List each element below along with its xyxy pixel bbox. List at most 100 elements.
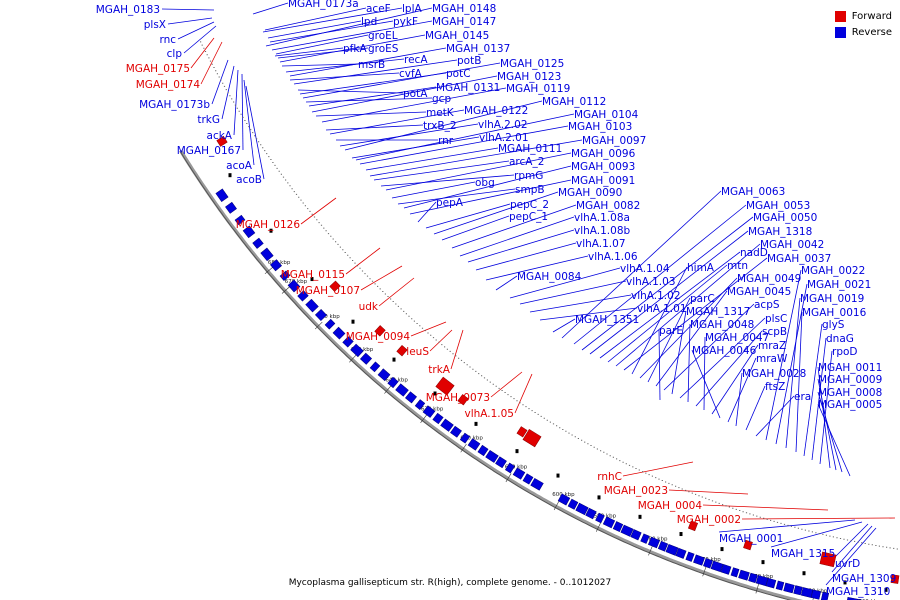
reverse-gene-label: MGAH_0103 — [568, 121, 632, 133]
track-mark — [884, 587, 888, 592]
reverse-gene-label: rnr — [438, 135, 454, 147]
tick-mark — [420, 414, 427, 423]
reverse-gene-label: MGAH_0053 — [746, 200, 810, 212]
reverse-leader-line — [397, 188, 516, 205]
forward-gene-label: MGAH_0073 — [426, 392, 490, 404]
track-mark — [310, 277, 314, 282]
reverse-gene-label: MGAH_0021 — [807, 279, 871, 291]
reverse-gene-label: mtn — [727, 260, 748, 272]
gene-labels: MGAH_0175 MGAH_0174 MGAH_0126 MGAH_0115 MGAH… — [96, 0, 897, 598]
reverse-leader-line — [233, 69, 239, 136]
reverse-leader-line — [325, 124, 424, 131]
reverse-gene-label: MGAH_0097 — [582, 135, 646, 147]
track-mark — [515, 449, 519, 454]
reverse-leader-line — [573, 204, 747, 345]
reverse-gene-label: aceF — [366, 3, 391, 15]
reverse-gene — [242, 225, 256, 239]
reverse-gene-label: ackA — [207, 130, 233, 142]
track-mark — [556, 473, 560, 478]
forward-gene-label: MGAH_0004 — [638, 500, 703, 512]
reverse-gene — [703, 558, 713, 569]
reverse-leader-line — [529, 294, 632, 313]
forward-gene — [435, 376, 455, 396]
reverse-gene-label: MGAH_0049 — [737, 273, 801, 285]
reverse-gene-label: pykF — [393, 16, 418, 28]
reverse-gene-label: MGAH_0022 — [801, 265, 865, 277]
reverse-gene-label: MGAH_0122 — [464, 105, 528, 117]
reverse-gene-label: MGAH_0090 — [558, 187, 622, 199]
reverse-gene-label: MGAH_0123 — [497, 71, 561, 83]
reverse-gene-label: MGAH_0009 — [818, 374, 882, 386]
reverse-gene-label: MGAH_0104 — [574, 109, 639, 121]
forward-gene — [819, 551, 837, 568]
reverse-gene-label: MGAH_1351 — [575, 314, 639, 326]
reverse-gene — [675, 547, 687, 559]
reverse-gene-label: pepA — [436, 197, 464, 209]
reverse-leader-line — [344, 100, 543, 151]
tick-mark — [349, 354, 357, 363]
reverse-leader-line — [711, 344, 759, 415]
reverse-leader-line — [305, 97, 433, 103]
legend-reverse-label: Reverse — [851, 26, 892, 38]
reverse-gene-label: pfkA — [343, 43, 367, 55]
reverse-gene-label: trkG — [197, 114, 220, 126]
reverse-gene-label: MGAH_0147 — [432, 16, 496, 28]
reverse-leader-line — [380, 174, 515, 187]
reverse-leader-line — [831, 525, 873, 573]
reverse-gene-label: uvrD — [835, 558, 860, 570]
forward-leader-line — [702, 504, 829, 511]
reverse-leader-line — [770, 521, 863, 548]
reverse-gene — [414, 399, 426, 410]
reverse-leader-line — [355, 113, 575, 161]
reverse-leader-line — [519, 280, 627, 305]
forward-leader-line — [345, 247, 381, 275]
reverse-gene-label: pepC_1 — [509, 211, 548, 223]
reverse-gene-label: plsC — [765, 313, 787, 325]
reverse-gene — [657, 540, 669, 552]
reverse-gene-label: plsX — [144, 19, 166, 31]
reverse-gene-label: parC — [690, 293, 715, 305]
reverse-leader-line — [495, 275, 518, 291]
reverse-leader-line — [373, 160, 510, 181]
dotted-track — [200, 41, 898, 550]
reverse-leader-line — [735, 372, 743, 427]
reverse-gene-label: trxB_2 — [423, 120, 457, 132]
reverse-leader-line — [803, 323, 823, 457]
reverse-gene — [314, 309, 328, 322]
reverse-gene — [738, 569, 750, 581]
track-mark — [638, 514, 642, 519]
tick-mark — [505, 473, 512, 483]
track-mark — [433, 391, 437, 396]
reverse-gene — [467, 438, 481, 451]
reverse-gene-label: vlhA.1.08b — [574, 225, 631, 237]
reverse-leader-line — [243, 79, 255, 166]
reverse-leader-line — [403, 165, 572, 209]
reverse-leader-line — [639, 277, 738, 379]
reverse-gene-label: scpB — [762, 326, 787, 338]
reverse-gene — [602, 516, 616, 529]
reverse-leader-line — [252, 2, 289, 15]
forward-gene-label: rnhC — [597, 471, 622, 483]
tick-mark — [314, 321, 323, 330]
reverse-leader-line — [755, 395, 795, 437]
tick-mark — [553, 501, 560, 511]
reverse-gene-label: pepC_2 — [510, 199, 549, 211]
reverse-gene — [710, 560, 724, 573]
reverse-gene-label: vlhA.1.06 — [588, 251, 638, 263]
tick-label: 620 kbp — [460, 435, 483, 441]
reverse-gene-label: MGAH_1309 — [832, 573, 896, 585]
reverse-gene — [215, 188, 229, 202]
reverse-gene — [665, 543, 679, 556]
track-mark — [228, 173, 232, 178]
reverse-leader-line — [459, 216, 575, 257]
gene-features — [215, 135, 900, 600]
tick-mark — [281, 286, 290, 294]
reverse-gene — [512, 467, 526, 480]
track-mark — [802, 571, 806, 576]
reverse-gene — [685, 551, 695, 562]
reverse-gene — [387, 376, 399, 389]
reverse-leader-line — [425, 203, 511, 229]
reverse-gene — [783, 582, 795, 594]
reverse-gene-label: MGAH_0001 — [719, 533, 783, 545]
